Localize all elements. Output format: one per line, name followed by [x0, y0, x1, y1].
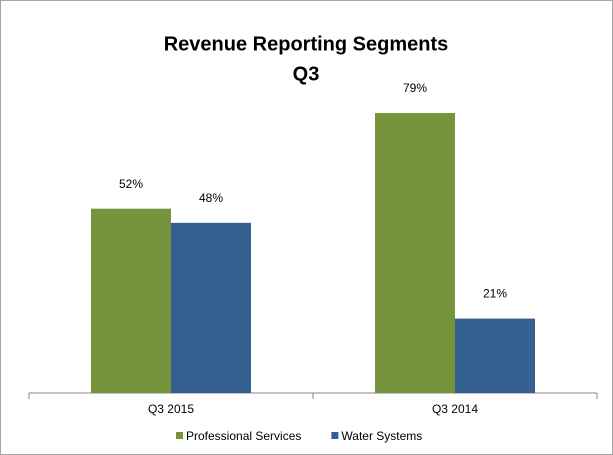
bar: [455, 318, 535, 393]
legend-swatch: [176, 432, 183, 439]
data-label: 79%: [403, 81, 427, 95]
bar: [91, 208, 171, 393]
x-tick-label: Q3 2015: [148, 402, 194, 416]
data-label: 48%: [199, 191, 223, 205]
x-tick-label: Q3 2014: [432, 402, 478, 416]
bar: [171, 222, 251, 393]
bar: [375, 113, 455, 393]
data-label: 52%: [119, 177, 143, 191]
legend-label: Water Systems: [341, 429, 422, 443]
chart-title: Revenue Reporting Segments: [164, 33, 449, 55]
legend-swatch: [331, 432, 339, 439]
legend-label: Professional Services: [186, 429, 301, 443]
chart-subtitle: Q3: [293, 63, 320, 85]
data-label: 21%: [483, 287, 507, 301]
